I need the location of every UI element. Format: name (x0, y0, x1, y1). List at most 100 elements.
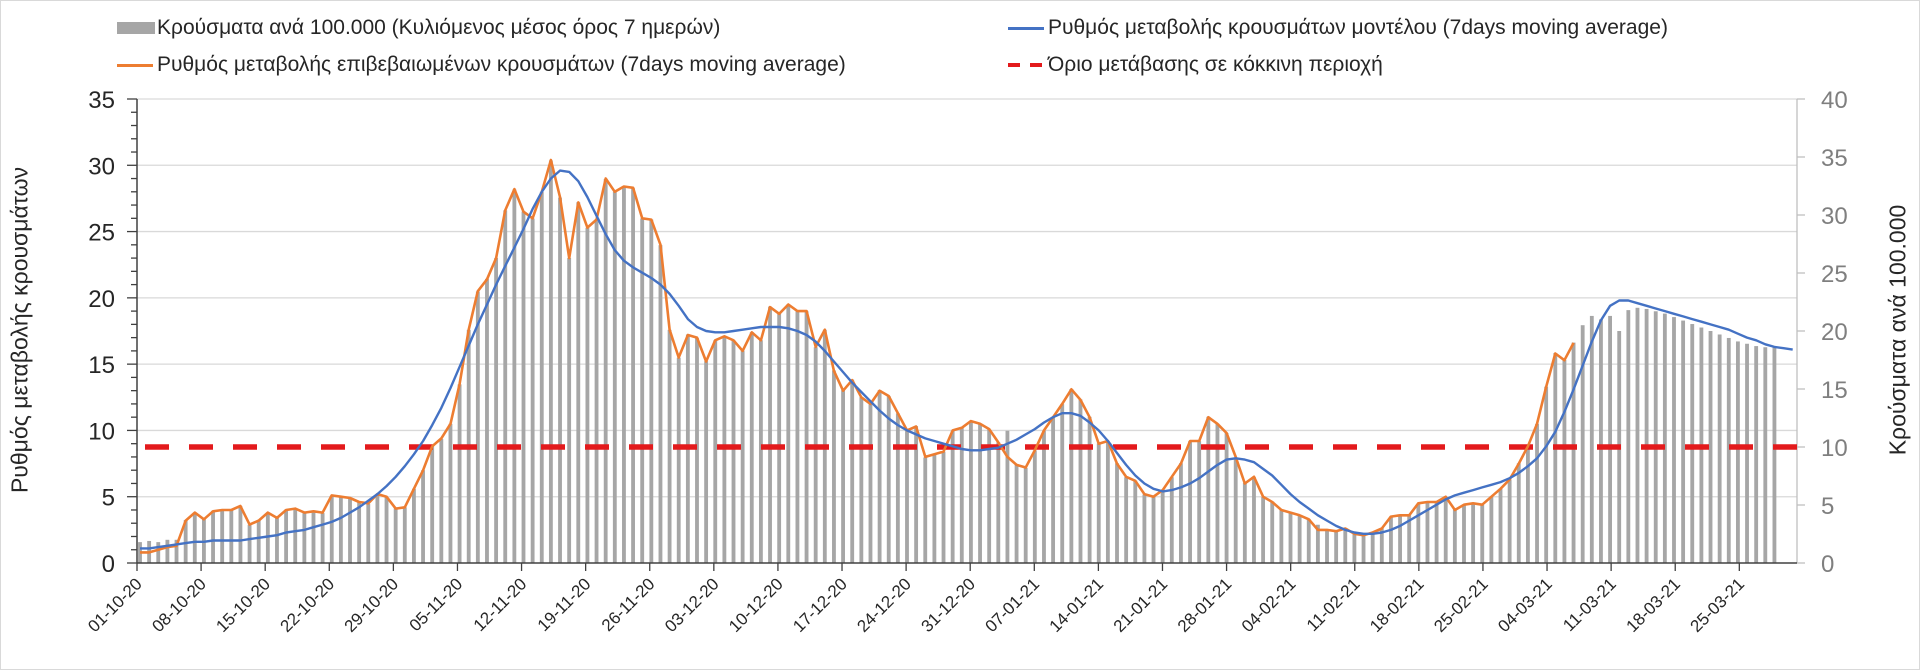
bar (1662, 313, 1667, 563)
x-tick-label: 04-03-21 (1494, 574, 1556, 636)
bar (539, 191, 544, 564)
bar (1735, 341, 1740, 563)
bar (987, 429, 992, 563)
bar (1416, 503, 1421, 563)
legend-model-swatch (1008, 26, 1044, 30)
bar (594, 219, 599, 563)
bar (548, 160, 553, 564)
x-tick-label: 08-10-20 (148, 574, 210, 636)
y-left-tick-label: 5 (102, 485, 115, 512)
bar (1480, 505, 1485, 563)
bar (1169, 477, 1174, 563)
x-tick-label: 07-01-21 (982, 574, 1044, 636)
bar (1589, 315, 1594, 563)
bar (1434, 501, 1439, 563)
bar (585, 227, 590, 563)
bar (640, 218, 645, 564)
legend-bars-label: Κρούσματα ανά 100.000 (Κυλιόμενος μέσος … (157, 16, 721, 39)
bar (1233, 457, 1238, 563)
bar (1681, 320, 1686, 563)
bar (229, 509, 234, 563)
bar (247, 524, 252, 563)
bar (722, 336, 727, 563)
bar (905, 430, 909, 563)
bar (1096, 443, 1101, 563)
bar (713, 340, 718, 563)
bar (1252, 477, 1256, 563)
bar (1525, 445, 1530, 563)
bar (603, 179, 608, 564)
bar (622, 186, 626, 563)
bar (1754, 346, 1759, 563)
bar (786, 304, 791, 563)
bar (1325, 529, 1329, 563)
y-right-tick-label: 25 (1821, 261, 1848, 288)
y-right-tick-label: 30 (1821, 203, 1848, 230)
bar (978, 423, 982, 563)
bar (895, 413, 900, 563)
bar (576, 202, 581, 564)
bar (1462, 505, 1466, 563)
x-tick-label: 11-03-21 (1559, 574, 1620, 635)
legend-bars-swatch (117, 22, 155, 34)
bar (1142, 494, 1147, 563)
x-tick-label: 24-12-20 (853, 574, 915, 636)
x-tick-label: 21-01-21 (1110, 574, 1172, 636)
bar (667, 329, 672, 563)
bar (402, 507, 407, 563)
x-tick-label: 29-10-20 (341, 574, 403, 636)
bar (877, 390, 882, 563)
bar (393, 508, 398, 563)
legend-model: Ρυθμός μεταβολής κρουσμάτων μοντέλου (7d… (1008, 16, 1668, 40)
bar (932, 453, 937, 563)
bar (841, 390, 845, 563)
bar (886, 395, 891, 563)
bar (494, 257, 499, 563)
bar (265, 513, 270, 563)
bar (1672, 317, 1676, 563)
bar (448, 423, 453, 563)
bar (1690, 324, 1695, 563)
bar (238, 506, 243, 563)
bar (384, 496, 389, 563)
bar (1206, 416, 1211, 563)
bar (1297, 515, 1302, 563)
bar (430, 445, 435, 563)
bar (558, 197, 562, 563)
bar (1379, 528, 1384, 563)
axes (127, 98, 1805, 571)
y-right-tick-label: 0 (1821, 551, 1834, 578)
bar (375, 494, 380, 563)
y-left-tick-label: 15 (88, 352, 115, 379)
bar (612, 191, 617, 564)
bar (923, 457, 928, 563)
bar (914, 426, 919, 563)
bar (567, 257, 572, 563)
bar (366, 503, 371, 563)
bar (1288, 511, 1293, 563)
x-tick-label: 17-12-20 (789, 574, 851, 636)
bar (768, 306, 772, 563)
bar (1398, 515, 1402, 563)
bar (631, 188, 635, 563)
bar (804, 311, 809, 563)
x-tick-label: 10-12-20 (725, 574, 787, 636)
bar (758, 340, 763, 563)
line-series (140, 158, 1793, 554)
bar (457, 384, 462, 563)
x-tick-label: 31-12-20 (917, 574, 979, 636)
bar (275, 517, 279, 563)
bar (813, 347, 818, 563)
bar (1626, 310, 1631, 563)
x-tick-label: 18-02-21 (1366, 574, 1428, 636)
bar (1306, 518, 1311, 563)
bar (1151, 496, 1156, 563)
bar (165, 539, 170, 563)
bar (704, 361, 709, 563)
bar (795, 311, 800, 563)
bar (211, 510, 215, 563)
bar (1215, 423, 1220, 563)
bar (293, 508, 298, 563)
bar (1389, 516, 1393, 563)
